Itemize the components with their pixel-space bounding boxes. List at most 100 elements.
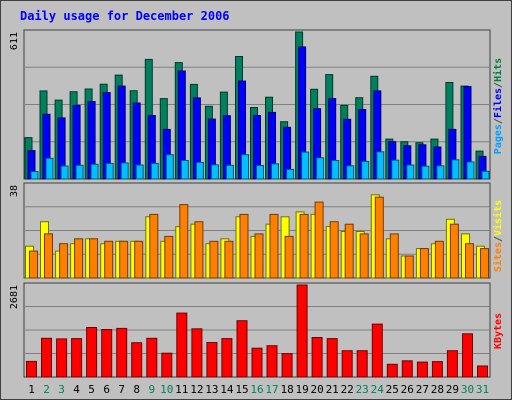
- tick-label-day-28: 28: [431, 383, 444, 396]
- bar-kbytes-24: [371, 323, 383, 378]
- bar-kbytes-2: [41, 337, 52, 378]
- bar-kbytes-28: [431, 361, 443, 378]
- bar-pages-12: [195, 161, 204, 180]
- bar-sites-13: [209, 240, 219, 279]
- bar-kbytes-4: [71, 338, 83, 378]
- tick-label-day-27: 27: [416, 383, 429, 396]
- bar-pages-22: [346, 165, 355, 180]
- legend-item-kbytes: KBytes: [493, 313, 504, 349]
- bar-kbytes-29: [446, 350, 458, 378]
- bar-kbytes-21: [326, 338, 338, 378]
- tick-label-day-26: 26: [401, 383, 414, 396]
- bar-kbytes-7: [116, 327, 128, 378]
- tick-label-day-8: 8: [133, 383, 140, 396]
- bar-sites-12: [194, 221, 204, 279]
- bar-sites-3: [59, 243, 69, 279]
- bar-pages-3: [60, 165, 69, 180]
- bar-sites-6: [104, 240, 114, 279]
- tick-label-day-7: 7: [118, 383, 125, 396]
- tick-label-day-25: 25: [386, 383, 399, 396]
- tick-label-day-14: 14: [220, 383, 234, 396]
- legend-item-files: Files: [492, 88, 504, 118]
- tick-label-day-23: 23: [356, 383, 369, 396]
- bar-sites-9: [149, 213, 159, 279]
- tick-label-day-19: 19: [295, 383, 308, 396]
- tick-label-day-11: 11: [175, 383, 188, 396]
- tick-label-day-29: 29: [446, 383, 459, 396]
- bar-pages-27: [421, 165, 430, 180]
- bar-kbytes-19: [296, 284, 308, 378]
- bar-pages-14: [225, 164, 234, 180]
- bar-pages-21: [331, 160, 340, 180]
- bar-kbytes-16: [251, 347, 263, 378]
- bar-sites-31: [480, 248, 489, 279]
- bar-sites-29: [449, 223, 459, 279]
- bar-sites-4: [74, 238, 84, 279]
- legend-item-sites: Sites: [492, 242, 504, 272]
- bar-pages-11: [180, 160, 189, 180]
- bar-kbytes-11: [176, 312, 188, 378]
- bar-pages-26: [406, 164, 415, 180]
- tick-label-day-9: 9: [148, 383, 155, 396]
- tick-label-day-17: 17: [265, 383, 278, 396]
- bar-sites-8: [134, 240, 144, 279]
- bar-pages-19: [301, 151, 310, 180]
- bar-pages-7: [120, 162, 129, 180]
- bar-kbytes-31: [477, 365, 488, 378]
- bar-sites-24: [374, 196, 384, 279]
- legend-item-pages: Pages: [493, 124, 504, 154]
- bar-pages-29: [451, 159, 460, 180]
- legend-item-visits: Visits: [492, 200, 504, 236]
- legend-item-sep: /: [493, 118, 504, 124]
- bar-sites-7: [119, 240, 129, 279]
- bar-kbytes-15: [236, 320, 248, 378]
- bar-pages-6: [105, 162, 114, 180]
- bar-sites-27: [419, 248, 429, 279]
- bar-sites-28: [434, 240, 444, 279]
- bar-sites-16: [254, 233, 264, 279]
- bar-kbytes-9: [146, 337, 158, 378]
- max-label-middle: 38: [9, 185, 20, 197]
- bar-kbytes-17: [266, 345, 278, 378]
- bar-sites-20: [314, 201, 324, 279]
- tick-label-day-16: 16: [250, 383, 263, 396]
- bar-pages-18: [286, 168, 295, 180]
- bar-sites-30: [465, 243, 474, 279]
- max-label-bottom: 2681: [9, 285, 20, 309]
- bar-kbytes-10: [161, 352, 173, 378]
- bar-kbytes-1: [26, 360, 37, 378]
- bar-pages-15: [241, 154, 249, 180]
- tick-label-day-10: 10: [160, 383, 173, 396]
- bar-sites-21: [329, 221, 339, 279]
- bar-pages-24: [376, 151, 385, 180]
- bar-kbytes-26: [401, 360, 413, 378]
- tick-label-day-30: 30: [461, 383, 474, 396]
- bar-kbytes-3: [56, 338, 68, 378]
- bar-pages-10: [165, 154, 174, 180]
- chart-title: Daily usage for December 2006: [20, 9, 230, 23]
- bar-pages-5: [90, 163, 99, 180]
- bar-pages-31: [481, 170, 490, 180]
- legend-item-sep: /: [493, 82, 504, 88]
- legend-middle: Sites/Visits: [492, 200, 504, 272]
- bar-kbytes-30: [462, 333, 473, 378]
- bar-sites-19: [299, 213, 309, 279]
- bar-pages-13: [210, 164, 219, 180]
- bar-pages-23: [361, 160, 370, 180]
- bar-pages-17: [271, 163, 279, 180]
- bar-kbytes-27: [416, 361, 428, 378]
- tick-label-day-4: 4: [73, 383, 80, 396]
- bar-kbytes-22: [341, 350, 353, 378]
- bar-kbytes-12: [191, 328, 203, 378]
- bar-sites-23: [359, 233, 369, 279]
- bar-pages-16: [256, 165, 264, 180]
- tick-label-day-1: 1: [28, 383, 35, 396]
- tick-label-day-31: 31: [476, 383, 489, 396]
- tick-label-day-21: 21: [326, 383, 339, 396]
- bar-pages-25: [391, 159, 400, 180]
- tick-label-day-20: 20: [310, 383, 323, 396]
- bar-kbytes-14: [221, 338, 233, 378]
- bar-sites-22: [344, 223, 354, 279]
- bar-pages-2: [45, 157, 54, 180]
